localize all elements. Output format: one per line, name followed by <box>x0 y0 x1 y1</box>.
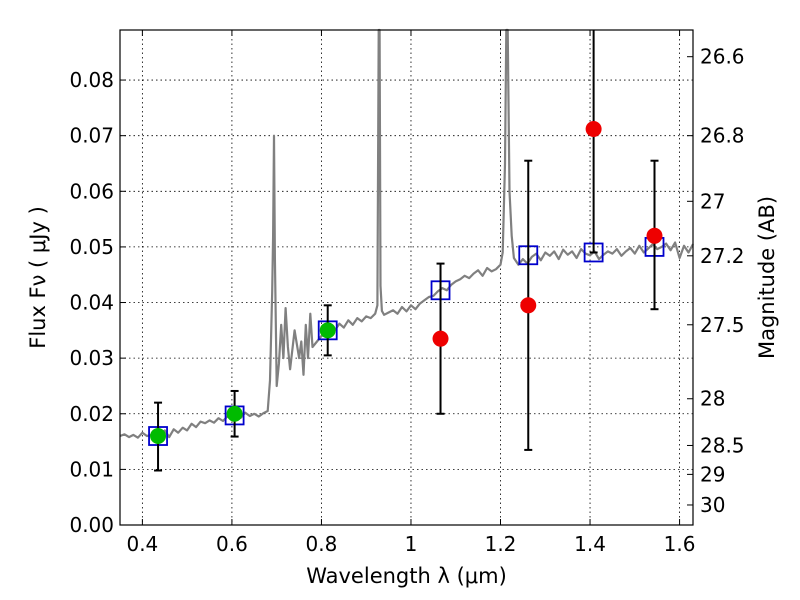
y-tick-label: 0.00 <box>69 513 114 537</box>
measured-point-marker <box>585 121 602 137</box>
x-tick-label: 0.8 <box>306 532 338 556</box>
y-tick-label: 0.02 <box>69 402 114 426</box>
x-tick-label: 0.4 <box>126 532 158 556</box>
right-tick-label: 26.8 <box>700 124 745 148</box>
y-tick-label: 0.06 <box>69 179 114 203</box>
measured-point-marker <box>646 227 663 244</box>
measured-point-marker <box>319 322 336 339</box>
right-tick-label: 27.5 <box>700 313 745 337</box>
axes-frame <box>119 29 694 526</box>
ticks: 0.4 0.6 0.8 1 1.2 1.4 1.6 0.00 0.01 0.02 0.03 0.04 0… <box>69 30 745 556</box>
y-tick-label: 0.05 <box>69 235 114 259</box>
x-tick-label: 1.6 <box>664 532 696 556</box>
y-tick-label: 0.08 <box>69 68 114 92</box>
right-tick-label: 27.2 <box>700 244 745 268</box>
grid <box>120 30 693 526</box>
measured-point-marker <box>150 428 167 445</box>
x-tick-label: 1 <box>405 532 418 556</box>
y-axis-label: Flux Fν ( μJy ) <box>26 206 50 349</box>
measured-point-marker <box>432 330 449 347</box>
y-tick-label: 0.07 <box>69 124 114 148</box>
right-tick-label: 28 <box>700 387 725 411</box>
right-tick-label: 27 <box>700 189 725 213</box>
plot-area <box>119 28 694 472</box>
x-tick-label: 1.2 <box>485 532 517 556</box>
y-tick-label: 0.03 <box>69 346 114 370</box>
spectrum-line <box>119 28 694 439</box>
x-axis-label: Wavelength λ (μm) <box>306 564 507 588</box>
x-tick-label: 1.4 <box>574 532 606 556</box>
y-tick-label: 0.01 <box>69 457 114 481</box>
y-tick-label: 0.04 <box>69 291 114 315</box>
right-tick-label: 30 <box>700 493 725 517</box>
right-tick-label: 29 <box>700 462 725 486</box>
right-tick-label: 26.6 <box>700 45 745 69</box>
measured-point-marker <box>520 297 537 314</box>
measured-point-marker <box>226 405 243 422</box>
x-tick-label: 0.6 <box>216 532 248 556</box>
right-tick-label: 28.5 <box>700 433 745 457</box>
right-axis-label: Magnitude (AB) <box>755 196 779 359</box>
